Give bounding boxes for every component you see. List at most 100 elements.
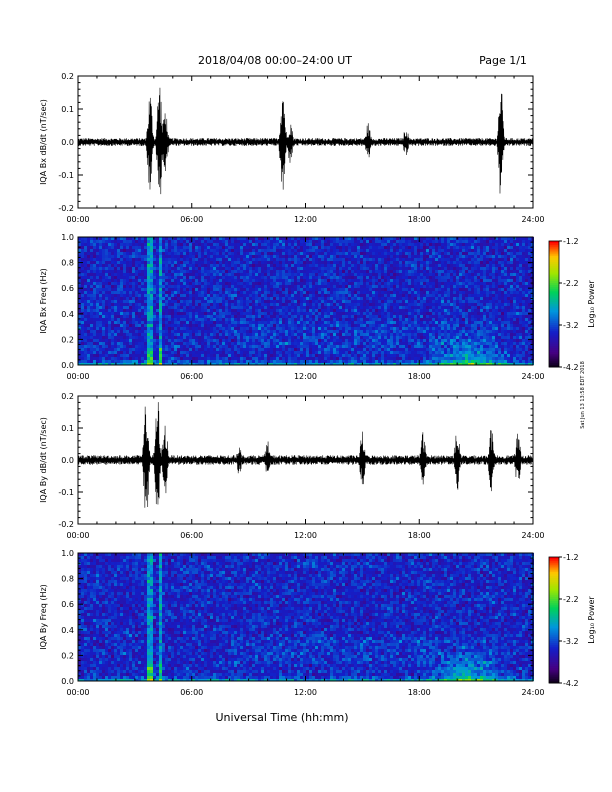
heatmap-cell: [288, 276, 291, 279]
heatmap-cell: [273, 327, 276, 330]
heatmap-cell: [369, 282, 372, 285]
heatmap-cell: [312, 291, 315, 294]
heatmap-cell: [360, 324, 363, 327]
heatmap-cell: [384, 306, 387, 309]
heatmap-cell: [366, 306, 369, 309]
heatmap-cell: [279, 291, 282, 294]
heatmap-cell: [222, 270, 225, 273]
heatmap-cell: [186, 255, 189, 258]
heatmap-cell: [267, 261, 270, 264]
heatmap-cell: [96, 360, 99, 363]
heatmap-cell: [273, 324, 276, 327]
heatmap-cell: [321, 297, 324, 300]
heatmap-cell: [378, 297, 381, 300]
heatmap-cell: [183, 291, 186, 294]
heatmap-cell: [102, 237, 105, 240]
heatmap-cell: [210, 297, 213, 300]
heatmap-cell: [369, 252, 372, 255]
heatmap-cell: [228, 243, 231, 246]
heatmap-cell: [78, 351, 81, 354]
heatmap-cell: [225, 240, 228, 243]
heatmap-cell: [246, 237, 249, 240]
heatmap-cell: [123, 315, 126, 318]
heatmap-cell: [288, 315, 291, 318]
heatmap-cell: [192, 336, 195, 339]
heatmap-cell: [405, 306, 408, 309]
heatmap-cell: [204, 330, 207, 333]
heatmap-cell: [342, 342, 345, 345]
heatmap-cell: [135, 288, 138, 291]
heatmap-cell: [207, 333, 210, 336]
heatmap-cell: [285, 303, 288, 306]
heatmap-cell: [300, 240, 303, 243]
heatmap-cell: [255, 243, 258, 246]
heatmap-cell: [288, 321, 291, 324]
heatmap-cell: [327, 252, 330, 255]
heatmap-cell: [153, 312, 156, 315]
heatmap-cell: [99, 246, 102, 249]
heatmap-cell: [300, 276, 303, 279]
heatmap-cell: [297, 336, 300, 339]
heatmap-cell: [267, 363, 270, 365]
heatmap-cell: [120, 300, 123, 303]
heatmap-cell: [96, 282, 99, 285]
heatmap-cell: [129, 240, 132, 243]
heatmap-cell: [249, 276, 252, 279]
heatmap-cell: [348, 345, 351, 348]
heatmap-cell: [357, 291, 360, 294]
heatmap-cell: [264, 273, 267, 276]
heatmap-cell: [114, 291, 117, 294]
heatmap-cell: [237, 363, 240, 365]
heatmap-cell: [387, 306, 390, 309]
heatmap-cell: [183, 255, 186, 258]
heatmap-cell: [126, 276, 129, 279]
heatmap-cell: [141, 318, 144, 321]
heatmap-cell: [288, 327, 291, 330]
heatmap-cell: [285, 258, 288, 261]
heatmap-cell: [222, 348, 225, 351]
heatmap-cell: [402, 297, 405, 300]
heatmap-cell: [339, 336, 342, 339]
heatmap-cell: [99, 336, 102, 339]
heatmap-cell: [357, 354, 360, 357]
heatmap-cell: [351, 279, 354, 282]
heatmap-cell: [384, 288, 387, 291]
heatmap-cell: [396, 324, 399, 327]
heatmap-cell: [234, 264, 237, 267]
heatmap-cell: [321, 345, 324, 348]
heatmap-cell: [240, 321, 243, 324]
heatmap-cell: [96, 273, 99, 276]
heatmap-cell: [339, 255, 342, 258]
heatmap-cell: [120, 318, 123, 321]
heatmap-cell: [90, 261, 93, 264]
heatmap-cell: [234, 342, 237, 345]
heatmap-cell: [165, 264, 168, 267]
heatmap-cell: [402, 315, 405, 318]
heatmap-cell: [354, 324, 357, 327]
heatmap-cell: [393, 264, 396, 267]
heatmap-cell: [381, 288, 384, 291]
heatmap-cell: [336, 324, 339, 327]
heatmap-cell: [117, 333, 120, 336]
heatmap-cell: [321, 279, 324, 282]
heatmap-cell: [222, 297, 225, 300]
heatmap-cell: [243, 300, 246, 303]
heatmap-cell: [291, 363, 294, 365]
heatmap-cell: [312, 270, 315, 273]
heatmap-cell: [357, 312, 360, 315]
heatmap-cell: [168, 243, 171, 246]
heatmap-cell: [84, 279, 87, 282]
heatmap-cell: [138, 360, 141, 363]
heatmap-cell: [306, 267, 309, 270]
heatmap-cell: [105, 300, 108, 303]
heatmap-cell: [342, 327, 345, 330]
heatmap-cell: [135, 267, 138, 270]
heatmap-cell: [414, 282, 417, 285]
heatmap-cell: [81, 270, 84, 273]
heatmap-cell: [336, 282, 339, 285]
heatmap-cell: [156, 330, 159, 333]
heatmap-cell: [357, 330, 360, 333]
heatmap-cell: [231, 258, 234, 261]
heatmap-cell: [375, 282, 378, 285]
heatmap-cell: [399, 312, 402, 315]
